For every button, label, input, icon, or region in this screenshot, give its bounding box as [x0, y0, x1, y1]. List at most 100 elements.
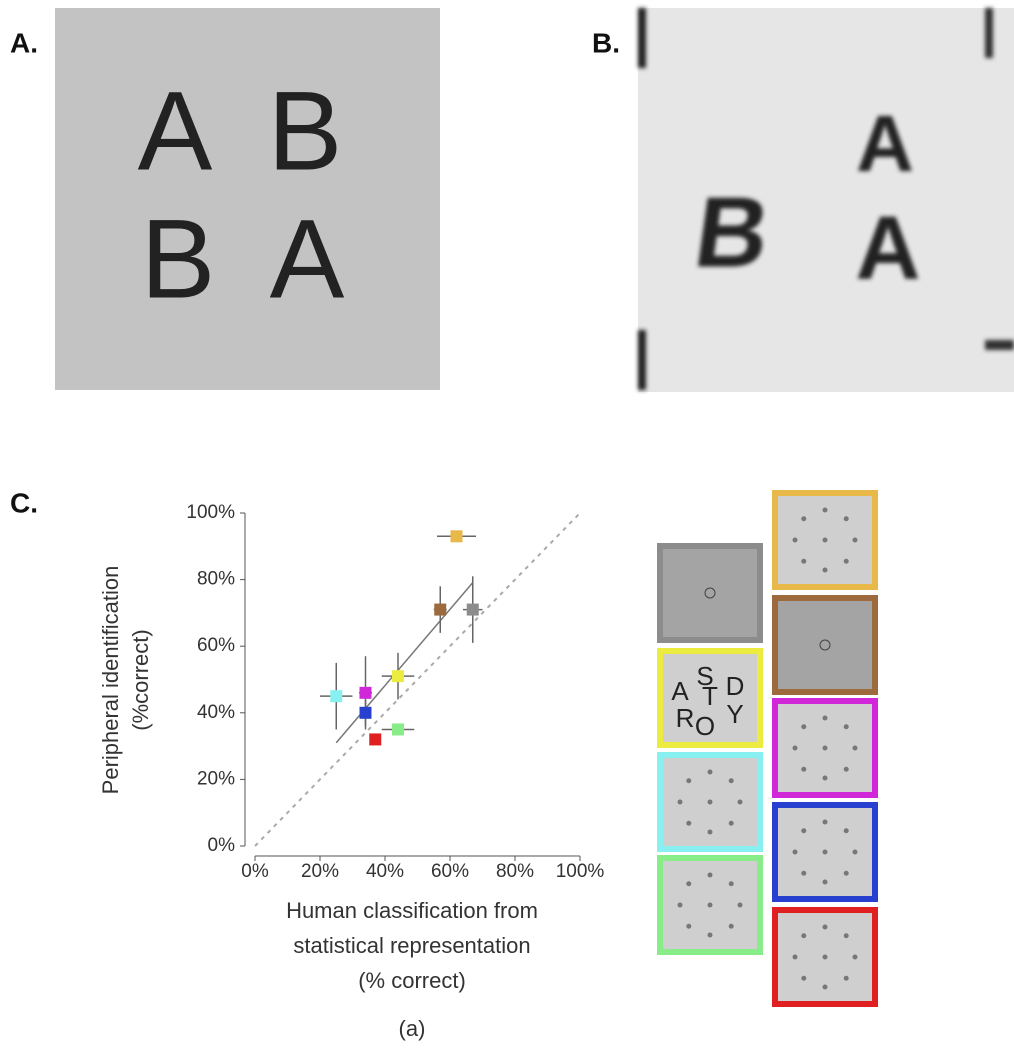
- stimulus-letter: R: [676, 703, 695, 733]
- stimulus-letter: A: [671, 676, 689, 706]
- stimulus-dot: [801, 870, 807, 876]
- stimulus-dot: [822, 775, 828, 781]
- stimulus-dot: [822, 984, 828, 990]
- stimulus-dot: [822, 715, 828, 721]
- stimuli: A ST D R O Y: [657, 490, 878, 1007]
- stimulus-dot: [843, 870, 849, 876]
- point: [359, 706, 372, 719]
- x-axis-title: Human classification from: [286, 898, 538, 923]
- stimulus-dot: [843, 516, 849, 522]
- y-axis-title: (%correct): [128, 629, 153, 730]
- panel-label: A.: [10, 27, 38, 58]
- stimulus-letter: Y: [726, 699, 743, 729]
- stimulus-dot: [852, 954, 858, 960]
- x-tick-label: 40%: [366, 861, 404, 882]
- panel-a: [55, 8, 440, 390]
- stimulus-letter: S: [696, 661, 713, 691]
- stimulus-dot: [707, 932, 713, 938]
- stimulus-dot: [822, 537, 828, 543]
- stimulus-dot: [728, 923, 734, 929]
- stimulus-dot: [843, 975, 849, 981]
- stimulus-dot: [792, 537, 798, 543]
- y-tick-label: 60%: [197, 635, 235, 656]
- stimulus-letter: O: [695, 711, 715, 741]
- caption: (a): [399, 1016, 426, 1041]
- stimulus-dot: [728, 820, 734, 826]
- letter: A: [856, 99, 914, 188]
- x-tick-label: 80%: [496, 861, 534, 882]
- stimulus-dot: [822, 567, 828, 573]
- y-tick-label: 40%: [197, 702, 235, 723]
- y-tick-label: 80%: [197, 569, 235, 590]
- stimulus-dot: [843, 558, 849, 564]
- y-axis-title: Peripheral identification: [98, 566, 123, 795]
- letter: A: [138, 69, 213, 194]
- stimulus-dot: [707, 829, 713, 835]
- point: [450, 530, 463, 543]
- stimulus-dot: [822, 819, 828, 825]
- panel-b: [638, 8, 1014, 392]
- x-tick-label: 0%: [241, 861, 269, 882]
- stimulus-dot: [801, 558, 807, 564]
- panel-label: B.: [592, 27, 620, 58]
- stimulus-dot: [686, 778, 692, 784]
- stimulus-dot: [677, 902, 683, 908]
- panel-label: C.: [10, 487, 38, 518]
- stimulus-dot: [843, 933, 849, 939]
- y-tick-label: 0%: [208, 835, 236, 856]
- letter: B: [141, 197, 216, 322]
- stimulus-frame: [657, 543, 763, 643]
- stimulus-dot: [801, 724, 807, 730]
- stimulus-dot: [852, 745, 858, 751]
- stimulus-dot: [737, 799, 743, 805]
- stimulus-frame: [657, 648, 763, 748]
- stimulus-dot: [801, 766, 807, 772]
- stimulus-dot: [792, 954, 798, 960]
- stimulus-dot: [707, 872, 713, 878]
- stimulus-dot: [801, 975, 807, 981]
- point: [392, 670, 404, 683]
- point: [434, 603, 447, 616]
- x-tick-label: 60%: [431, 861, 469, 882]
- stimulus-dot: [737, 902, 743, 908]
- point: [466, 603, 479, 616]
- x-tick-label: 100%: [556, 861, 605, 882]
- identity-line: [254, 512, 581, 847]
- synthesized-image: A B A: [638, 8, 1014, 390]
- letter: B: [268, 69, 343, 194]
- stimulus-dot: [707, 799, 713, 805]
- x-tick-label: 20%: [301, 861, 339, 882]
- stimulus-dot: [843, 828, 849, 834]
- stimulus-letter: D: [726, 671, 745, 701]
- letter: A: [270, 197, 345, 322]
- stimulus-dot: [822, 924, 828, 930]
- fixation: [704, 587, 716, 599]
- stimulus-frame: [772, 595, 878, 695]
- stimulus-dot: [686, 820, 692, 826]
- x-axis-title: (% correct): [358, 968, 466, 993]
- stimulus-dot: [852, 849, 858, 855]
- letter: B: [688, 177, 776, 288]
- stimulus-dot: [792, 745, 798, 751]
- x-axis-title: statistical representation: [293, 933, 530, 958]
- stimulus-dot: [801, 516, 807, 522]
- stimulus-dot: [852, 537, 858, 543]
- point: [392, 723, 404, 736]
- stimulus-dot: [843, 766, 849, 772]
- stimulus-dot: [843, 724, 849, 730]
- stimulus-dot: [792, 849, 798, 855]
- stimulus-dot: [822, 849, 828, 855]
- stimulus-dot: [801, 933, 807, 939]
- stimulus-dot: [728, 881, 734, 887]
- fixation: [819, 639, 831, 651]
- stimulus-dot: [707, 769, 713, 775]
- y-tick-label: 20%: [197, 768, 235, 789]
- stimulus-dot: [822, 745, 828, 751]
- stimulus-dot: [686, 923, 692, 929]
- fit-line: [335, 582, 474, 744]
- y-tick-label: 100%: [186, 502, 235, 523]
- stimulus-letter: T: [702, 681, 718, 711]
- stimulus-dot: [707, 902, 713, 908]
- point: [369, 733, 382, 746]
